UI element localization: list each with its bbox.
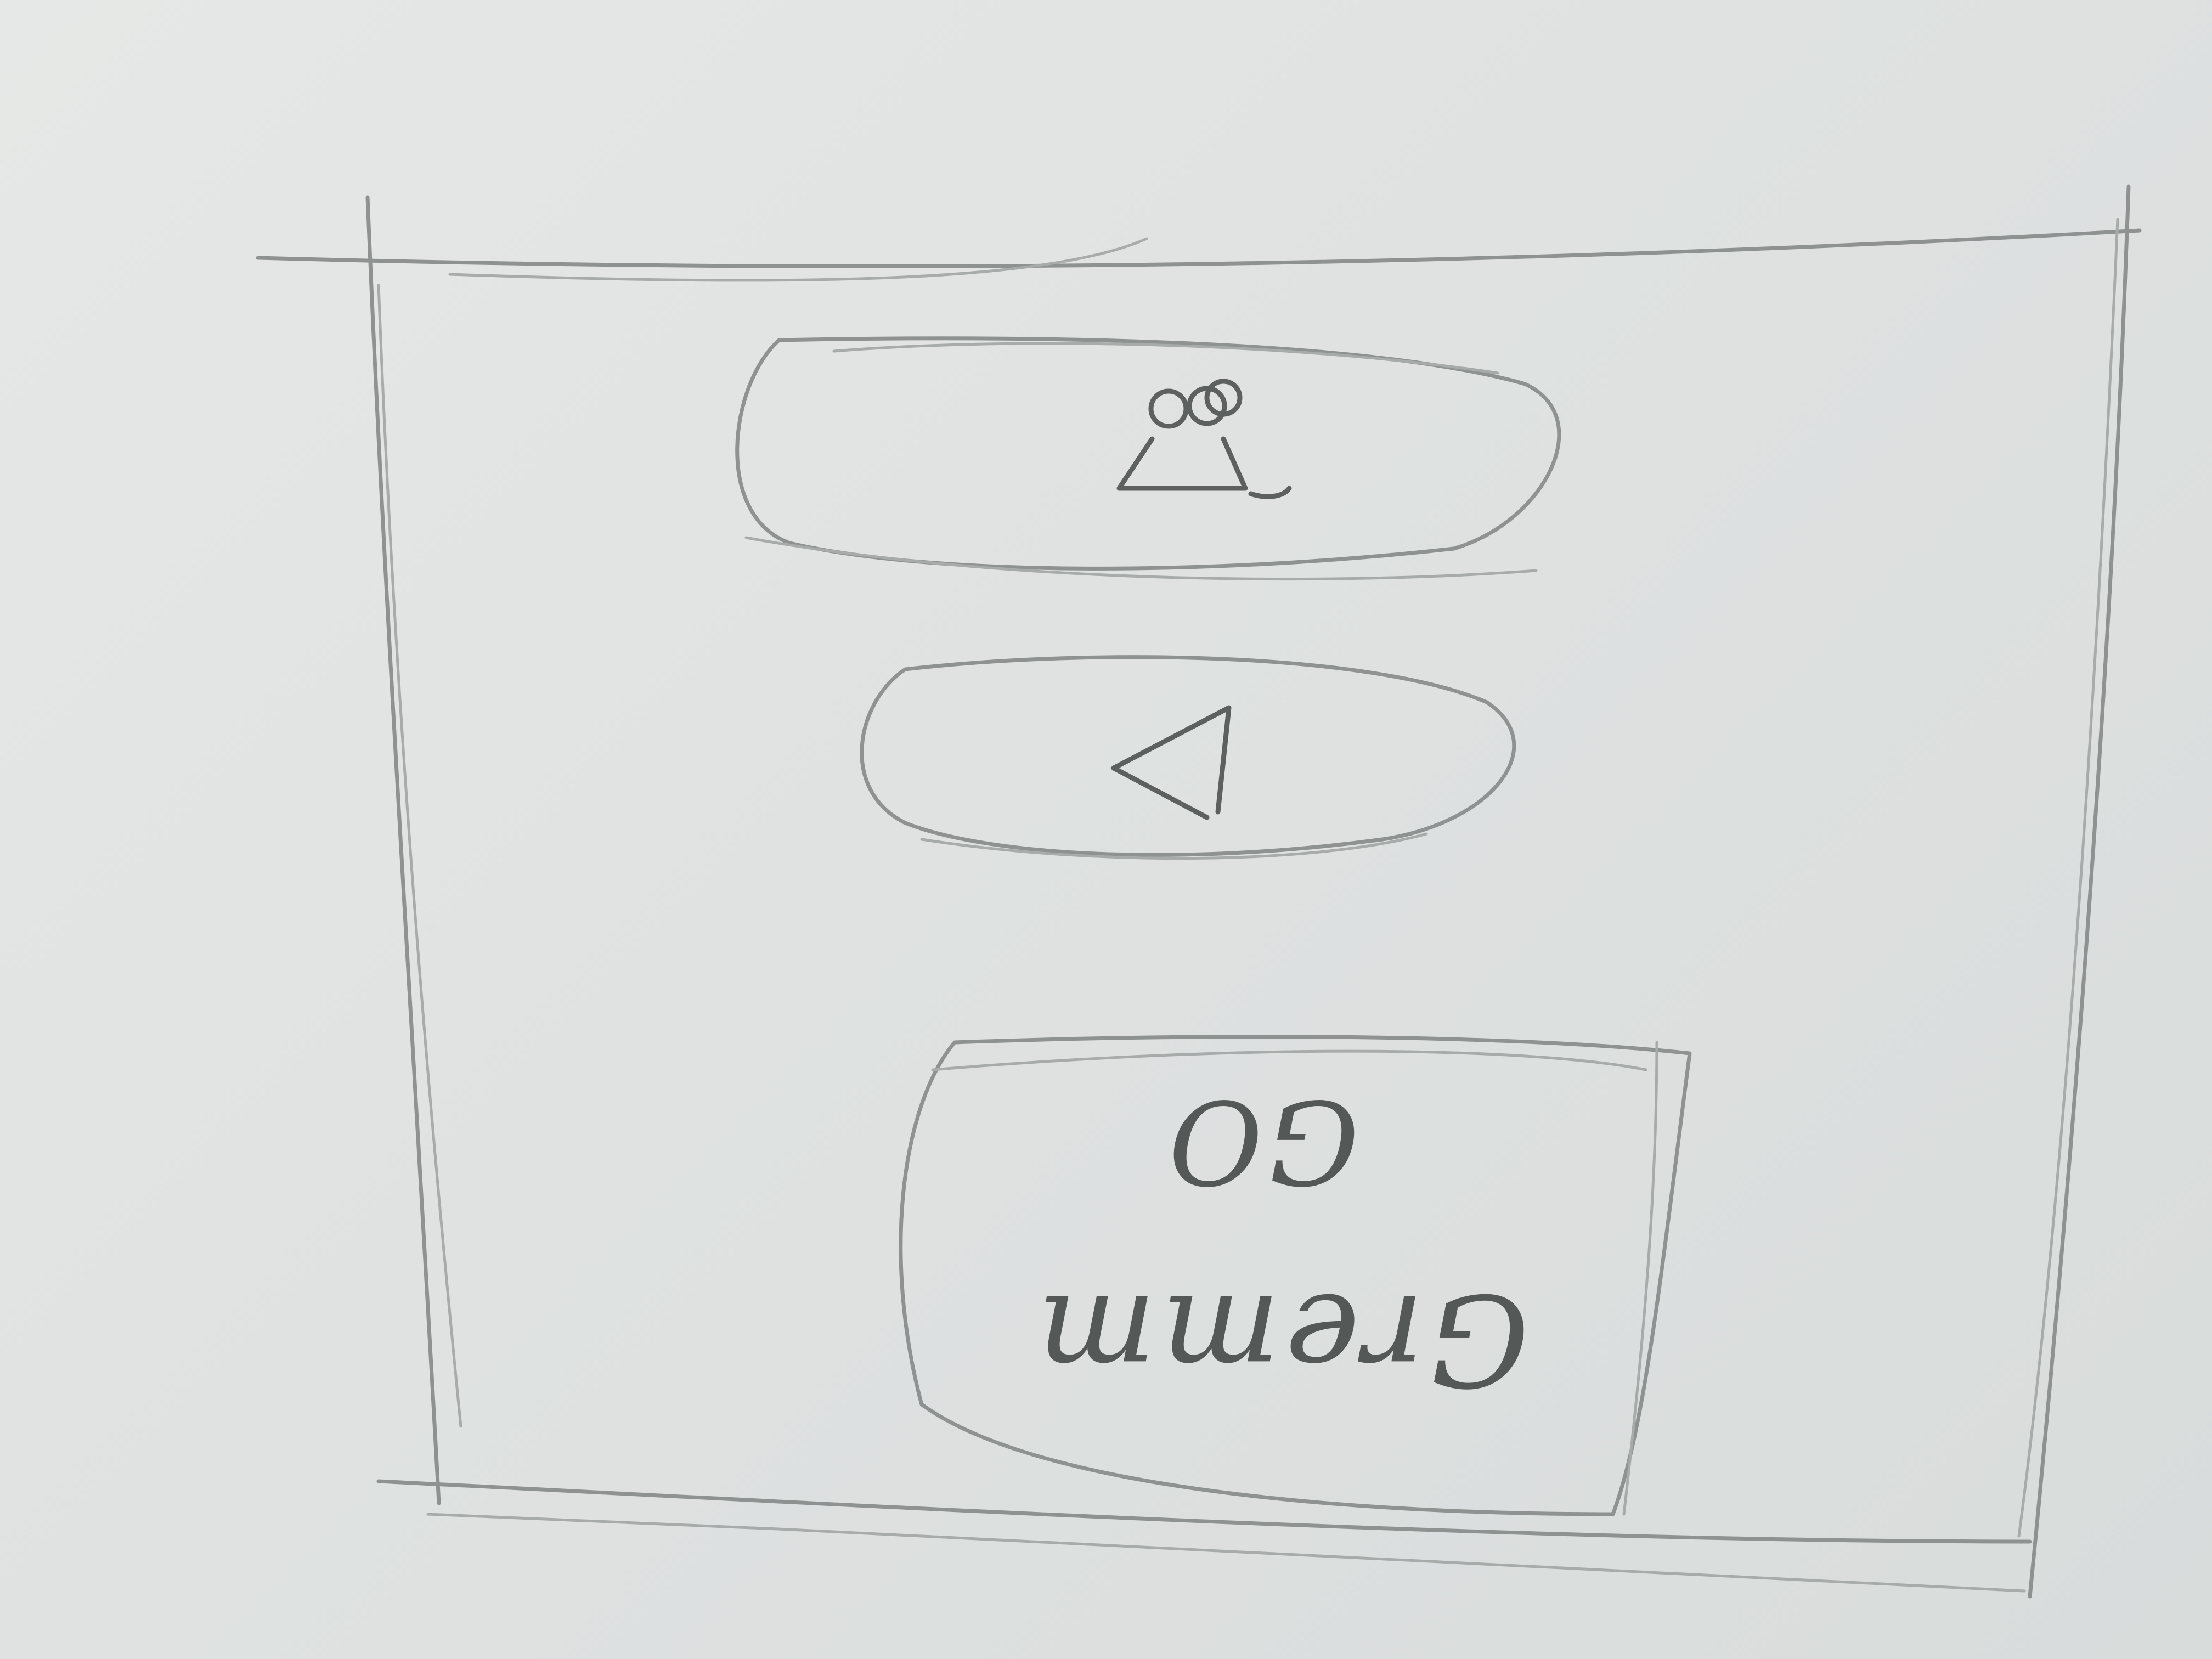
text-button-line-2: Gremm — [1032, 1266, 1530, 1412]
play-reverse-pill-button[interactable] — [856, 653, 1531, 861]
text-button-line-1: GO — [1164, 1074, 1359, 1209]
user-group-pill-button[interactable] — [746, 340, 1558, 571]
screen-frame — [256, 184, 2142, 1599]
pill-button-1-outline — [735, 336, 1561, 581]
play-reverse-icon — [1111, 705, 1232, 820]
text-button-outline — [899, 1035, 1692, 1516]
pill-button-2-outline — [860, 655, 1516, 860]
user-group-icon — [1116, 379, 1292, 499]
